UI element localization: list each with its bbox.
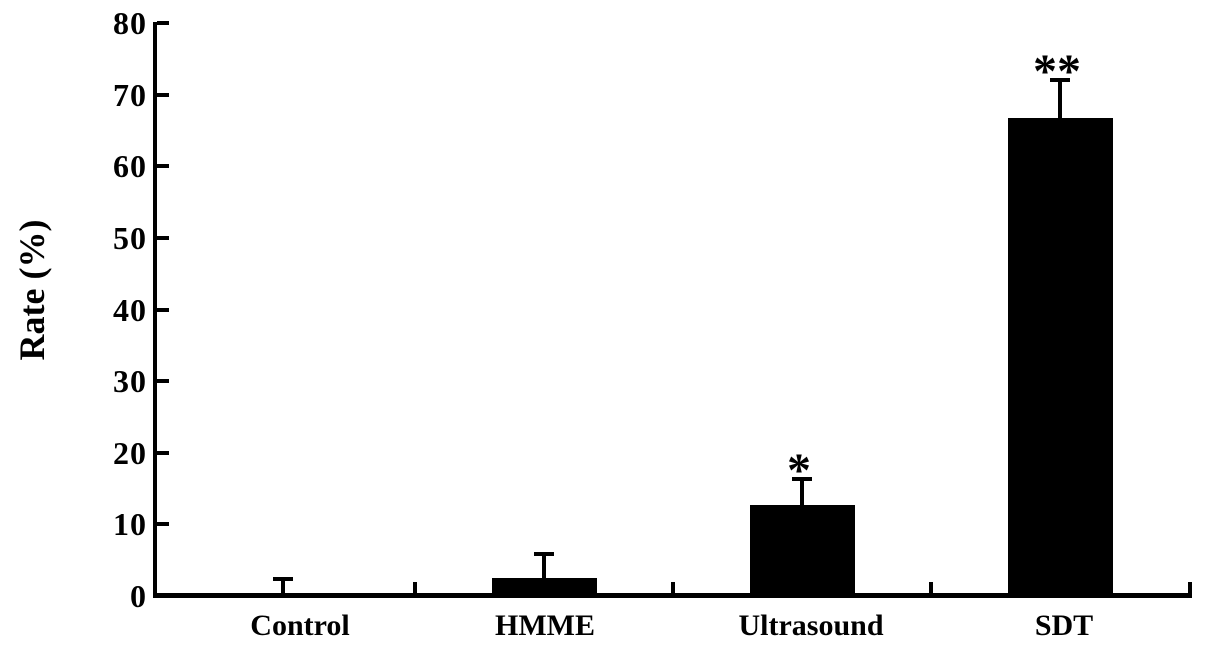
x-tick bbox=[671, 582, 675, 596]
error-bar-stem bbox=[542, 553, 546, 579]
y-tick-label: 60 bbox=[113, 148, 147, 185]
y-tick-label: 0 bbox=[130, 578, 147, 614]
category-label: Ultrasound bbox=[738, 609, 884, 642]
y-axis-title: Rate (%) bbox=[12, 219, 52, 361]
y-tick-label: 40 bbox=[113, 291, 147, 328]
x-tick bbox=[929, 582, 933, 596]
x-tick bbox=[1188, 582, 1192, 596]
significance-marker: ** bbox=[1033, 45, 1081, 99]
y-tick bbox=[157, 450, 169, 455]
significance-marker: * bbox=[787, 444, 811, 498]
y-tick-label: 80 bbox=[113, 5, 147, 41]
error-bar-cap bbox=[534, 551, 554, 556]
error-bar-cap bbox=[792, 477, 812, 482]
y-tick-label: 50 bbox=[113, 219, 147, 256]
error-bar-cap bbox=[273, 576, 293, 581]
error-bar-stem bbox=[1058, 80, 1062, 119]
error-bar-cap bbox=[1050, 78, 1070, 83]
y-tick bbox=[157, 379, 169, 384]
y-tick bbox=[157, 594, 169, 598]
error-bar-stem bbox=[800, 479, 804, 506]
y-axis-line bbox=[153, 22, 157, 598]
y-tick-label: 70 bbox=[113, 76, 147, 113]
bar bbox=[492, 578, 597, 598]
y-tick-label: 30 bbox=[113, 363, 147, 400]
y-tick bbox=[157, 21, 169, 25]
x-tick bbox=[413, 582, 417, 596]
y-tick bbox=[157, 235, 169, 240]
y-tick bbox=[157, 522, 169, 527]
category-label: SDT bbox=[1034, 609, 1094, 642]
category-label: HMME bbox=[495, 609, 595, 642]
y-tick bbox=[157, 164, 169, 169]
y-tick bbox=[157, 307, 169, 312]
y-tick-label: 20 bbox=[113, 434, 147, 471]
error-bar-stem bbox=[281, 578, 285, 594]
y-tick bbox=[157, 92, 169, 97]
bar bbox=[1008, 118, 1113, 598]
category-label: Control bbox=[250, 609, 350, 642]
y-tick-label: 10 bbox=[113, 506, 147, 543]
bar bbox=[750, 505, 855, 598]
